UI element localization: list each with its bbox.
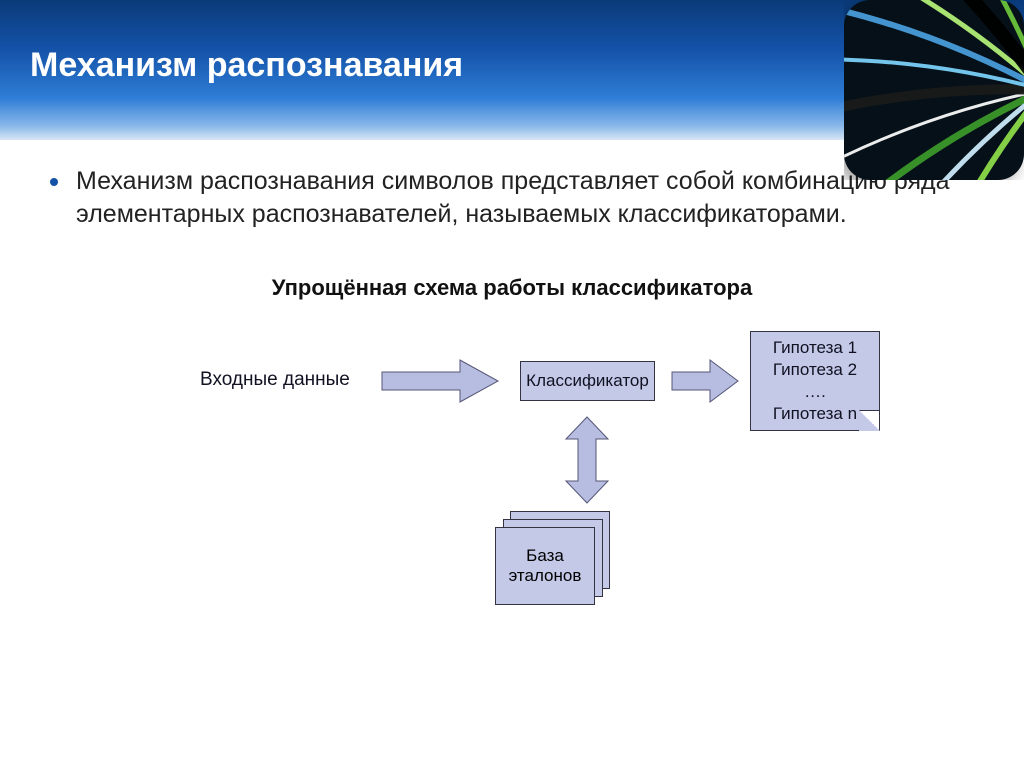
db-label-line: эталонов: [509, 566, 582, 586]
page-fold-icon: [859, 410, 879, 430]
slide-body: Механизм распознавания символов представ…: [0, 140, 1024, 691]
scheme-title: Упрощённая схема работы классификатора: [50, 275, 974, 301]
bullet-text: Механизм распознавания символов представ…: [76, 165, 974, 230]
hypothesis-line: ….: [804, 381, 826, 403]
arrow-input-to-classifier-icon: [380, 358, 500, 404]
flowchart-diagram: Входные данные Классификатор Гипотеза 1 …: [50, 331, 974, 691]
slide-title: Механизм распознавания: [30, 46, 463, 85]
classifier-node: Классификатор: [520, 361, 655, 401]
hypothesis-line: Гипотеза 1: [773, 337, 857, 359]
db-card-front: База эталонов: [495, 527, 595, 605]
database-stack-node: База эталонов: [495, 511, 610, 606]
arrow-classifier-to-hypotheses-icon: [670, 358, 740, 404]
bullet-item: Механизм распознавания символов представ…: [50, 165, 974, 230]
input-label: Входные данные: [200, 369, 350, 391]
bullet-dot-icon: [50, 178, 58, 186]
slide-header: Механизм распознавания: [0, 0, 1024, 140]
db-label-line: База: [526, 546, 564, 566]
hypothesis-line: Гипотеза n: [773, 403, 857, 425]
corner-decorative-graphic: [844, 0, 1024, 180]
hypotheses-node: Гипотеза 1 Гипотеза 2 …. Гипотеза n: [750, 331, 880, 431]
bidirectional-arrow-icon: [562, 415, 612, 505]
hypothesis-line: Гипотеза 2: [773, 359, 857, 381]
